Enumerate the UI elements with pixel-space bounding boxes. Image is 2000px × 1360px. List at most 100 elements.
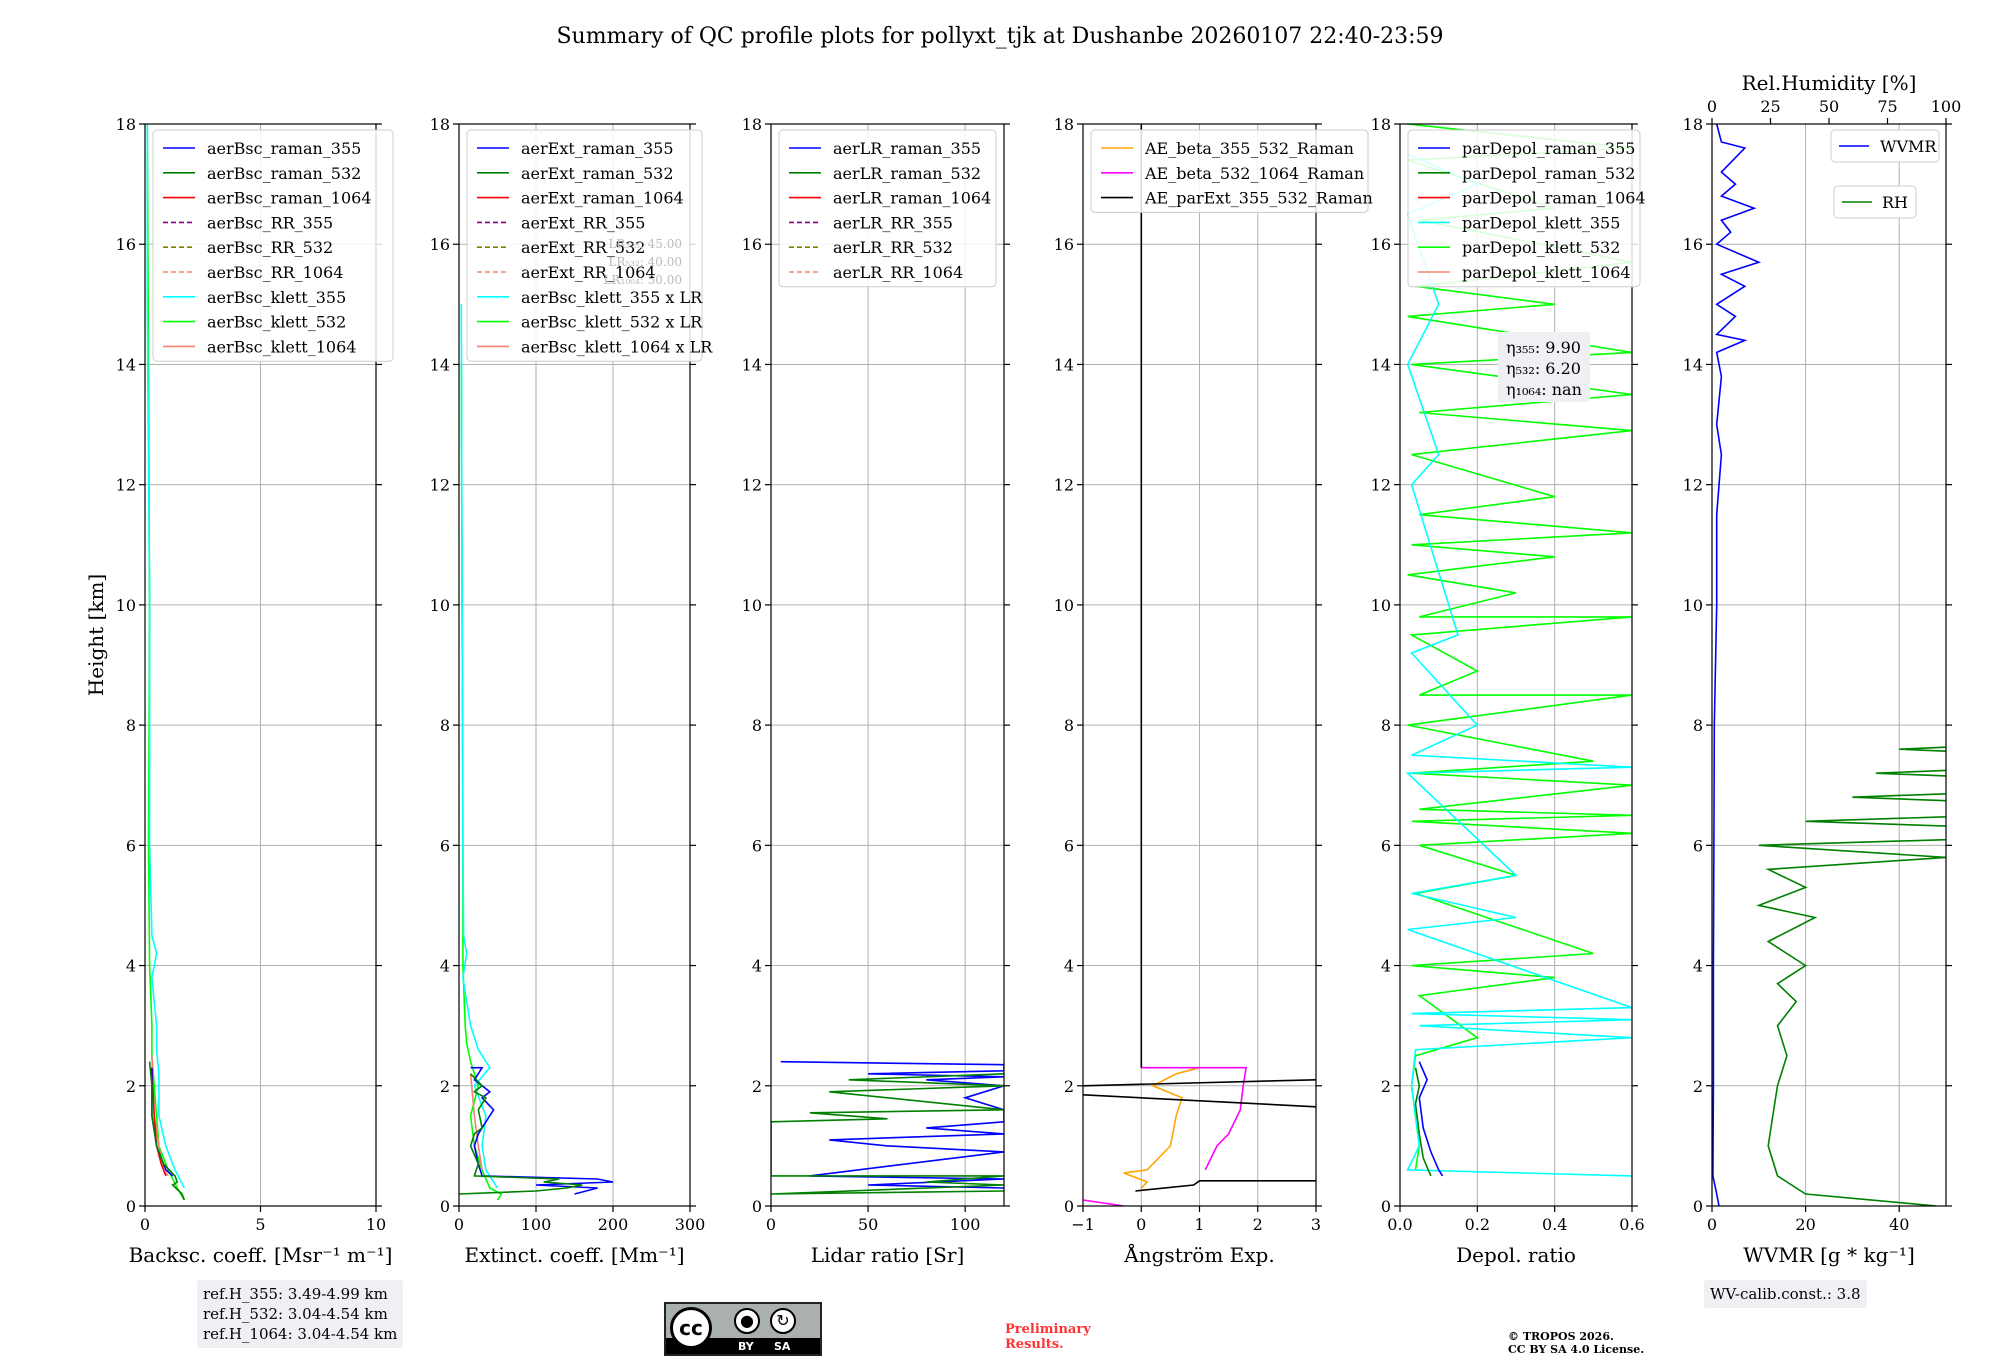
ref-height-355: ref.H_355: 3.49-4.99 km bbox=[203, 1285, 388, 1303]
y-tick-label: 4 bbox=[440, 957, 450, 976]
legend-label: RH bbox=[1882, 193, 1908, 212]
lr-note: LR₁₀₆₄: 50.00 bbox=[604, 273, 682, 287]
top-x-tick-label: 0 bbox=[1707, 97, 1717, 116]
y-tick-label: 8 bbox=[440, 716, 450, 735]
legend-label: parDepol_raman_1064 bbox=[1462, 189, 1646, 208]
y-tick-label: 14 bbox=[1683, 355, 1703, 374]
ref-height-532: ref.H_532: 3.04-4.54 km bbox=[203, 1305, 388, 1323]
series-group bbox=[459, 304, 614, 1201]
y-tick-label: 14 bbox=[1371, 355, 1391, 374]
series-group bbox=[771, 1060, 1004, 1195]
x-tick-label: 0 bbox=[454, 1215, 464, 1234]
legend-label: aerBsc_klett_1064 x LR bbox=[521, 337, 713, 356]
series-aerbsc-raman-532 bbox=[148, 1061, 186, 1201]
y-tick-label: 4 bbox=[1064, 957, 1074, 976]
y-tick-label: 4 bbox=[126, 957, 136, 976]
y-tick-label: 18 bbox=[1054, 115, 1074, 134]
cc-license-logo: cc ● ↻ BY SA bbox=[664, 1302, 822, 1356]
legend-label: aerExt_RR_1064 bbox=[521, 263, 656, 282]
wv-calib-box: WV-calib.const.: 3.8 bbox=[1704, 1280, 1867, 1308]
x-tick-label: 0.6 bbox=[1619, 1215, 1644, 1234]
legend-label: aerLR_RR_1064 bbox=[833, 263, 963, 282]
y-tick-label: 10 bbox=[742, 596, 762, 615]
y-tick-label: 2 bbox=[126, 1077, 136, 1096]
y-tick-label: 0 bbox=[1693, 1197, 1703, 1216]
top-x-tick-label: 75 bbox=[1877, 97, 1897, 116]
legend-label: WVMR bbox=[1880, 137, 1937, 156]
series-group bbox=[1083, 124, 1316, 1206]
y-tick-label: 10 bbox=[116, 596, 136, 615]
legend-label: aerBsc_RR_532 bbox=[207, 238, 333, 257]
series-ae-parext-355-532-raman-c bbox=[1083, 1094, 1316, 1108]
legend: AE_beta_355_532_Raman AE_beta_532_1064_Ra… bbox=[1090, 129, 1373, 213]
legend-label: aerLR_raman_1064 bbox=[833, 189, 991, 208]
legend-label: aerLR_raman_532 bbox=[833, 164, 981, 183]
y-tick-label: 16 bbox=[430, 235, 450, 254]
y-tick-label: 16 bbox=[116, 235, 136, 254]
legend-label: aerLR_RR_532 bbox=[833, 238, 953, 257]
y-tick-label: 2 bbox=[1381, 1077, 1391, 1096]
y-tick-label: 14 bbox=[116, 355, 136, 374]
legend-label: aerBsc_klett_532 x LR bbox=[521, 313, 703, 332]
y-tick-label: 18 bbox=[1683, 115, 1703, 134]
legend-box bbox=[466, 129, 703, 362]
series-pardepol-raman-355 bbox=[1418, 1061, 1444, 1177]
series-group bbox=[1712, 124, 1946, 1206]
y-tick-label: 4 bbox=[1381, 957, 1391, 976]
figure-title: Summary of QC profile plots for pollyxt_… bbox=[556, 24, 1443, 49]
y-tick-label: 18 bbox=[1371, 115, 1391, 134]
series-aerbsc-klett-532-x-lr bbox=[460, 364, 503, 1201]
x-tick-label: −1 bbox=[1071, 1215, 1095, 1234]
x-tick-label: 0 bbox=[140, 1215, 150, 1234]
y-tick-label: 2 bbox=[752, 1077, 762, 1096]
legend-label: parDepol_klett_355 bbox=[1462, 213, 1620, 232]
series-pardepol-klett-532 bbox=[1407, 124, 1632, 1171]
preliminary-note: Preliminary Results. bbox=[1005, 1322, 1091, 1352]
legend-label: parDepol_raman_355 bbox=[1462, 139, 1635, 158]
series-aerext-raman-355 bbox=[470, 1066, 614, 1195]
series-pardepol-raman-532 bbox=[1414, 1067, 1432, 1177]
series-rh bbox=[1756, 724, 1946, 1206]
legend-wvmr: WVMR bbox=[1830, 129, 1940, 163]
y-tick-label: 18 bbox=[430, 115, 450, 134]
x-axis-label: WVMR [g * kg⁻¹] bbox=[1743, 1243, 1915, 1267]
panel-lr: 0 2 4 6 8 10 12 14 16 18 0 50 100 Lidar ratio [Sr] aer… bbox=[742, 115, 1010, 1267]
x-tick-label: 0.0 bbox=[1387, 1215, 1412, 1234]
series-group bbox=[1405, 124, 1632, 1177]
x-tick-label: 100 bbox=[950, 1215, 981, 1234]
panel-bsc: 0 2 4 6 8 10 12 14 16 18 0 5 10 Backsc. coeff. [Msr⁻¹… bbox=[116, 115, 394, 1267]
legend: parDepol_raman_355 parDepol_raman_532 parD… bbox=[1407, 129, 1646, 288]
by-label: BY bbox=[738, 1340, 754, 1353]
x-tick-label: 3 bbox=[1311, 1215, 1321, 1234]
y-tick-label: 4 bbox=[752, 957, 762, 976]
legend-box bbox=[778, 129, 997, 288]
legend-label: aerBsc_raman_1064 bbox=[207, 189, 372, 208]
series-ae-beta-355-532-raman bbox=[1123, 1066, 1200, 1189]
y-tick-label: 16 bbox=[1054, 235, 1074, 254]
y-axis-label: Height [km] bbox=[84, 574, 108, 696]
lr-note: LR₃₅₅: 45.00 bbox=[608, 237, 682, 251]
legend-label: aerBsc_klett_355 bbox=[207, 288, 346, 307]
copyright-note: © TROPOS 2026. CC BY SA 4.0 License. bbox=[1508, 1330, 1644, 1356]
legend-label: aerLR_RR_355 bbox=[833, 213, 953, 232]
x-tick-label: 2 bbox=[1253, 1215, 1263, 1234]
series-aerlr-raman-532 bbox=[771, 1073, 1004, 1195]
series-aerext-raman-532 bbox=[459, 1073, 583, 1195]
top-x-tick-label: 100 bbox=[1931, 97, 1962, 116]
axes-frame bbox=[1399, 123, 1633, 1207]
series-aerlr-raman-355 bbox=[780, 1060, 1004, 1189]
legend-label: aerBsc_klett_355 x LR bbox=[521, 288, 703, 307]
legend-label: aerLR_raman_355 bbox=[833, 139, 981, 158]
x-tick-label: 0 bbox=[1136, 1215, 1146, 1234]
legend-label: aerExt_raman_355 bbox=[521, 139, 674, 158]
y-tick-label: 6 bbox=[752, 836, 762, 855]
series-aerbsc-klett-1064-x-lr bbox=[469, 1073, 483, 1171]
legend-box bbox=[1090, 129, 1369, 213]
preliminary-line-1: Preliminary bbox=[1005, 1322, 1091, 1337]
y-tick-label: 8 bbox=[126, 716, 136, 735]
x-tick-label: 100 bbox=[521, 1215, 552, 1234]
y-tick-label: 12 bbox=[430, 476, 450, 495]
eta-line: η₃₅₅: 9.90 bbox=[1506, 338, 1581, 357]
